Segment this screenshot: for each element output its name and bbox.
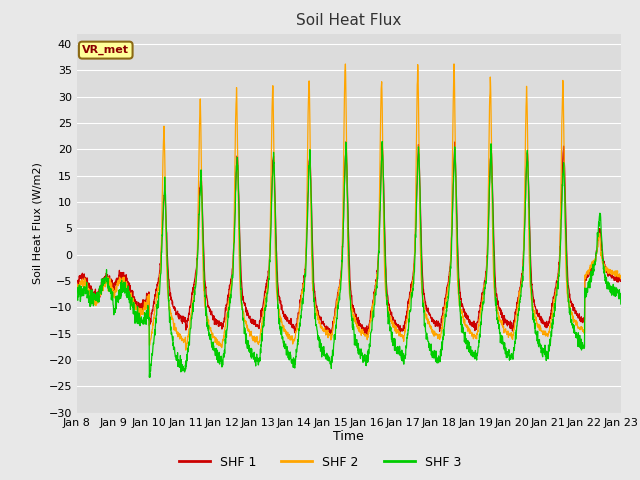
SHF 1 xyxy=(508,324,515,330)
SHF 1 xyxy=(377,180,385,185)
SHF 3 xyxy=(225,304,232,310)
SHF 2 xyxy=(508,334,515,339)
SHF 1 xyxy=(570,308,577,313)
Y-axis label: Soil Heat Flux (W/m2): Soil Heat Flux (W/m2) xyxy=(33,162,43,284)
SHF 3 xyxy=(378,139,386,144)
SHF 1 xyxy=(584,271,592,277)
SHF 3 xyxy=(570,325,577,331)
SHF 1 xyxy=(225,291,232,297)
SHF 3 xyxy=(146,374,154,380)
SHF 1 xyxy=(327,333,335,338)
SHF 3 xyxy=(365,351,372,357)
X-axis label: Time: Time xyxy=(333,431,364,444)
Legend: SHF 1, SHF 2, SHF 3: SHF 1, SHF 2, SHF 3 xyxy=(173,451,467,474)
SHF 3 xyxy=(617,301,625,307)
SHF 1 xyxy=(73,282,81,288)
SHF 2 xyxy=(584,267,592,273)
SHF 2 xyxy=(617,274,625,279)
SHF 1 xyxy=(617,277,625,283)
Line: SHF 3: SHF 3 xyxy=(77,142,621,377)
SHF 3 xyxy=(376,195,384,201)
SHF 3 xyxy=(508,354,515,360)
SHF 2 xyxy=(450,61,458,67)
Text: VR_met: VR_met xyxy=(82,45,129,55)
Title: Soil Heat Flux: Soil Heat Flux xyxy=(296,13,401,28)
SHF 2 xyxy=(376,124,384,130)
SHF 1 xyxy=(365,323,372,329)
SHF 1 xyxy=(342,139,349,145)
SHF 2 xyxy=(365,331,372,337)
SHF 2 xyxy=(225,300,232,305)
SHF 3 xyxy=(73,294,81,300)
SHF 2 xyxy=(570,313,577,319)
Line: SHF 1: SHF 1 xyxy=(77,142,621,336)
Line: SHF 2: SHF 2 xyxy=(77,64,621,350)
SHF 2 xyxy=(182,347,189,353)
SHF 2 xyxy=(73,290,81,296)
SHF 3 xyxy=(584,279,592,285)
